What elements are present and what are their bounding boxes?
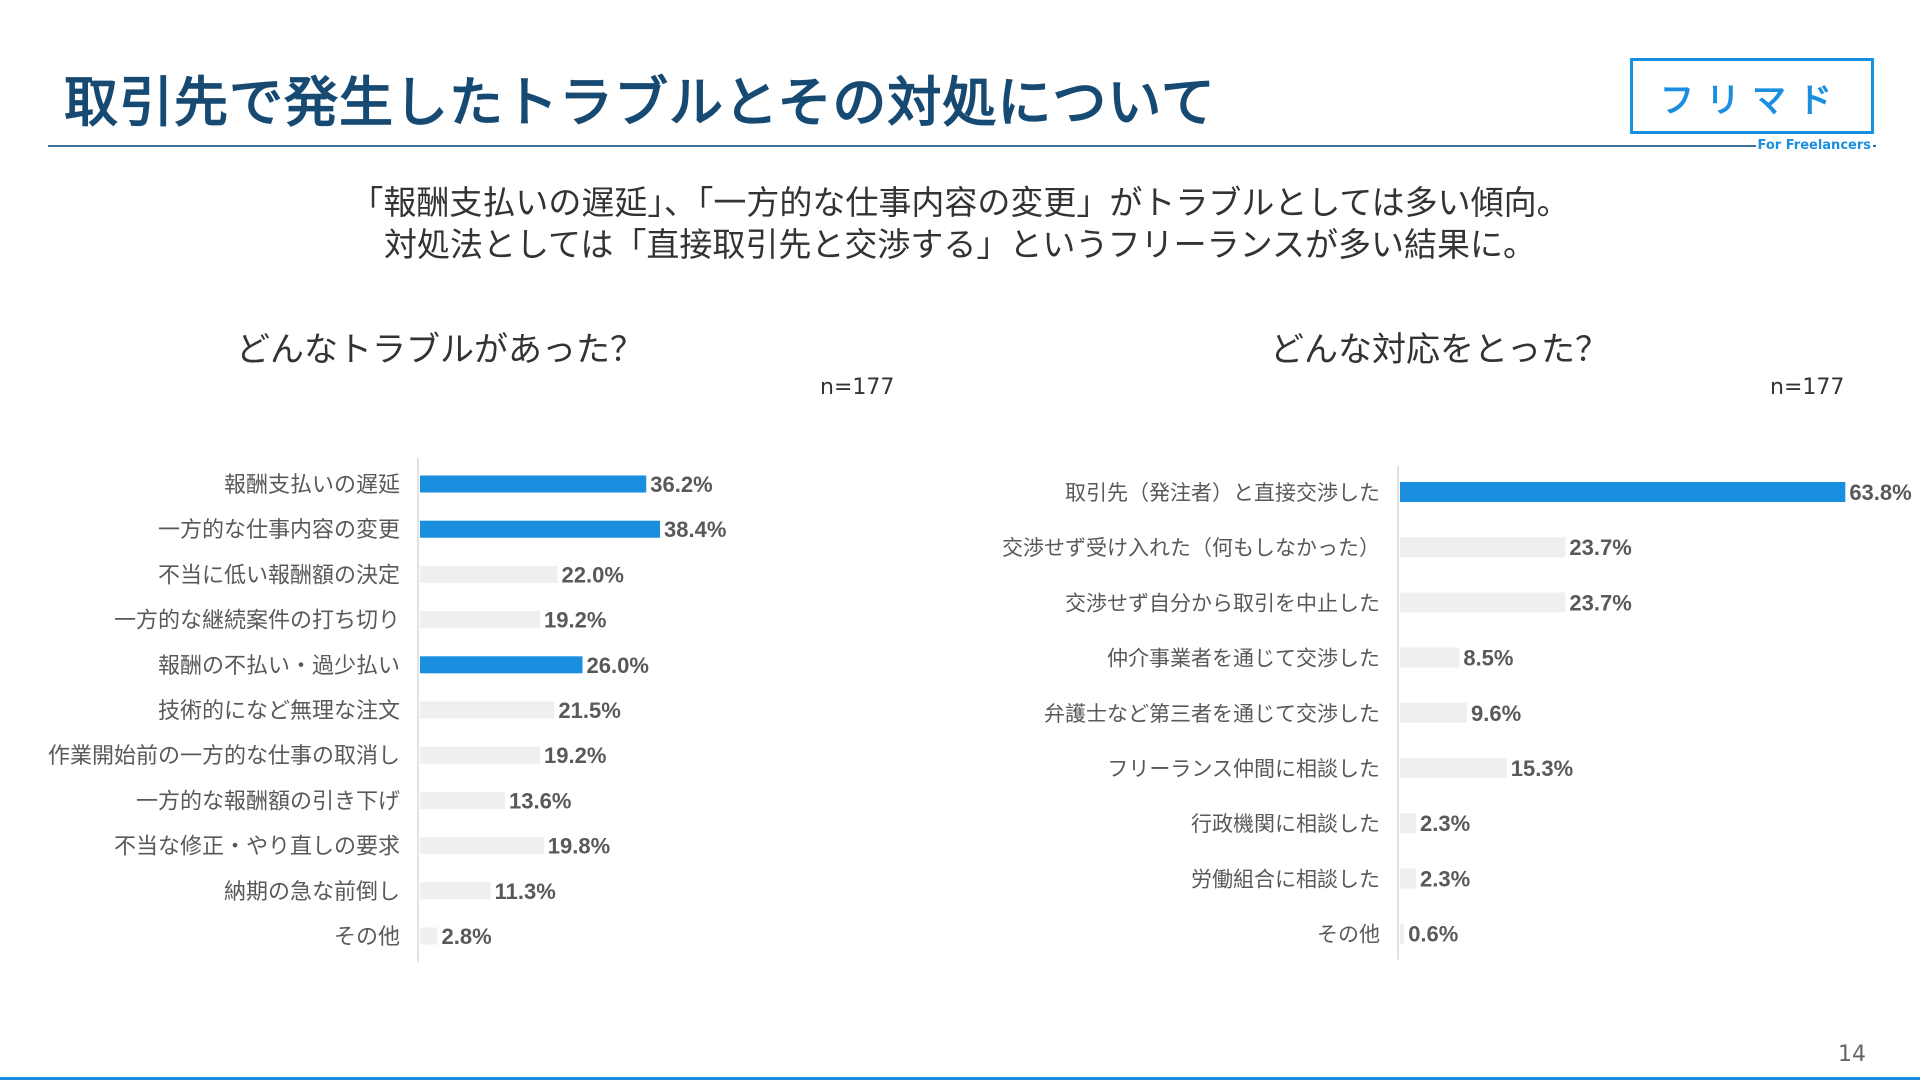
response-bar	[1400, 592, 1566, 613]
trouble-category-label: 作業開始前の一方的な仕事の取消し	[48, 744, 400, 769]
response-value-label: 23.7%	[1569, 590, 1631, 615]
trouble-value-label: 19.2%	[544, 743, 606, 768]
trouble-bar	[420, 927, 438, 945]
response-value-label: 8.5%	[1463, 646, 1513, 671]
trouble-bar	[420, 611, 540, 629]
trouble-value-label: 2.8%	[442, 924, 492, 949]
response-category-label: 交渉せず受け入れた（何もしなかった）	[1002, 536, 1380, 560]
response-value-label: 2.3%	[1420, 866, 1470, 891]
response-bar	[1400, 702, 1468, 723]
response-bar	[1400, 758, 1507, 778]
trouble-category-label: 報酬の不払い・過少払い	[158, 654, 400, 679]
title-underline	[48, 145, 1876, 147]
response-value-label: 2.3%	[1420, 811, 1470, 836]
trouble-value-label: 36.2%	[650, 472, 712, 497]
response-bar	[1400, 537, 1566, 558]
response-category-label: 仲介事業者を通じて交渉した	[1107, 647, 1380, 671]
trouble-chart-title: どんなトラブルがあった？	[236, 330, 644, 370]
response-value-label: 0.6%	[1408, 922, 1458, 947]
trouble-bar	[420, 746, 540, 764]
trouble-category-label: 一方的な継続案件の打ち切り	[114, 609, 400, 634]
response-bar	[1400, 482, 1846, 502]
response-bar	[1400, 923, 1405, 944]
trouble-category-label: 技術的になど無理な注文	[158, 699, 400, 724]
response-category-label: フリーランス仲間に相談した	[1107, 757, 1380, 781]
trouble-value-label: 11.3%	[495, 879, 556, 904]
trouble-bar	[420, 475, 647, 493]
response-value-label: 9.6%	[1471, 701, 1521, 726]
logo-text: フリマド	[1660, 81, 1844, 121]
trouble-bar	[420, 656, 583, 674]
trouble-bar	[420, 565, 558, 583]
summary-line-2: 対処法としては「直接取引先と交渉する」というフリーランスが多い結果に。	[383, 225, 1537, 264]
trouble-value-label: 13.6%	[509, 788, 571, 813]
trouble-value-label: 19.2%	[544, 608, 606, 633]
response-bar	[1400, 813, 1417, 834]
trouble-bar	[420, 701, 555, 719]
trouble-category-label: 一方的な仕事内容の変更	[158, 518, 400, 543]
response-category-label: 弁護士など第三者を通じて交渉した	[1044, 702, 1380, 726]
response-category-label: 行政機関に相談した	[1191, 812, 1380, 836]
trouble-category-label: 一方的な報酬額の引き下げ	[136, 789, 400, 814]
response-value-label: 15.3%	[1511, 756, 1573, 781]
logo-tagline: For Freelancers	[1755, 138, 1873, 153]
trouble-category-label: その他	[334, 925, 400, 950]
brand-logo: フリマド For Freelancers	[1630, 58, 1874, 153]
response-bar	[1400, 868, 1417, 889]
trouble-sample-size: n=177	[820, 375, 895, 400]
summary-line-1: 「報酬支払いの遅延」、「一方的な仕事内容の変更」がトラブルとしては多い傾向。	[350, 183, 1570, 222]
trouble-bar	[420, 791, 505, 809]
footer-line	[0, 1077, 1920, 1080]
response-chart-title: どんな対応をとった？	[1270, 330, 1609, 370]
trouble-value-label: 22.0%	[562, 562, 624, 587]
trouble-value-label: 38.4%	[664, 517, 726, 542]
response-category-label: 労働組合に相談した	[1191, 867, 1380, 891]
trouble-bar	[420, 837, 544, 855]
trouble-category-label: 不当に低い報酬額の決定	[158, 563, 400, 588]
trouble-category-label: 納期の急な前倒し	[224, 880, 400, 905]
trouble-value-label: 19.8%	[548, 834, 610, 859]
trouble-bar	[420, 520, 660, 538]
response-value-label: 63.8%	[1849, 480, 1911, 505]
response-value-label: 23.7%	[1569, 535, 1631, 560]
response-sample-size: n=177	[1770, 375, 1845, 400]
trouble-category-label: 不当な修正・やり直しの要求	[114, 835, 400, 860]
response-category-label: その他	[1317, 923, 1380, 947]
trouble-value-label: 21.5%	[558, 698, 620, 723]
page-number: 14	[1838, 1042, 1866, 1067]
response-category-label: 取引先（発注者）と直接交渉した	[1065, 481, 1380, 505]
trouble-bar	[420, 882, 491, 900]
trouble-category-label: 報酬支払いの遅延	[224, 473, 400, 498]
trouble-value-label: 26.0%	[587, 653, 649, 678]
response-bar	[1400, 647, 1460, 668]
page-title: 取引先で発生したトラブルとその対処について	[64, 71, 1216, 134]
response-category-label: 交渉せず自分から取引を中止した	[1065, 591, 1380, 615]
